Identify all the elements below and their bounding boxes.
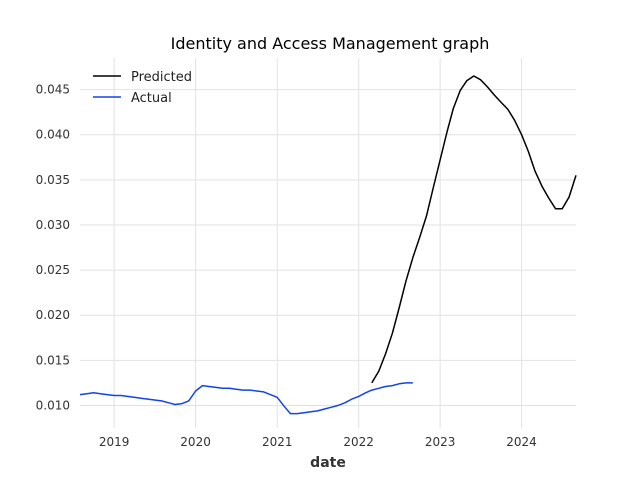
legend-label-actual: Actual: [131, 91, 172, 106]
grid: [80, 58, 576, 428]
y-tick-label: 0.015: [36, 353, 70, 367]
tick-labels: 2019 2020 2021 2022 2023 2024 0.010 0.015 0.020 0…: [36, 83, 537, 449]
y-tick-label: 0.010: [36, 398, 70, 412]
y-tick-label: 0.030: [36, 218, 70, 232]
x-tick-label: 2020: [180, 435, 211, 449]
y-tick-label: 0.025: [36, 263, 70, 277]
x-tick-label: 2023: [425, 435, 456, 449]
y-tick-label: 0.045: [36, 83, 70, 97]
x-tick-label: 2022: [343, 435, 374, 449]
x-tick-label: 2021: [262, 435, 293, 449]
series-line-predicted: [371, 75, 577, 384]
x-tick-label: 2024: [506, 435, 537, 449]
legend: Predicted Actual: [93, 70, 192, 106]
series-lines: [79, 75, 577, 415]
x-tick-label: 2019: [99, 435, 130, 449]
y-tick-label: 0.035: [36, 173, 70, 187]
y-tick-label: 0.020: [36, 308, 70, 322]
series-line-actual: [79, 382, 413, 415]
x-axis-label: date: [310, 455, 346, 471]
y-tick-label: 0.040: [36, 128, 70, 142]
chart-title: Identity and Access Management graph: [171, 34, 490, 53]
legend-label-predicted: Predicted: [131, 70, 192, 85]
